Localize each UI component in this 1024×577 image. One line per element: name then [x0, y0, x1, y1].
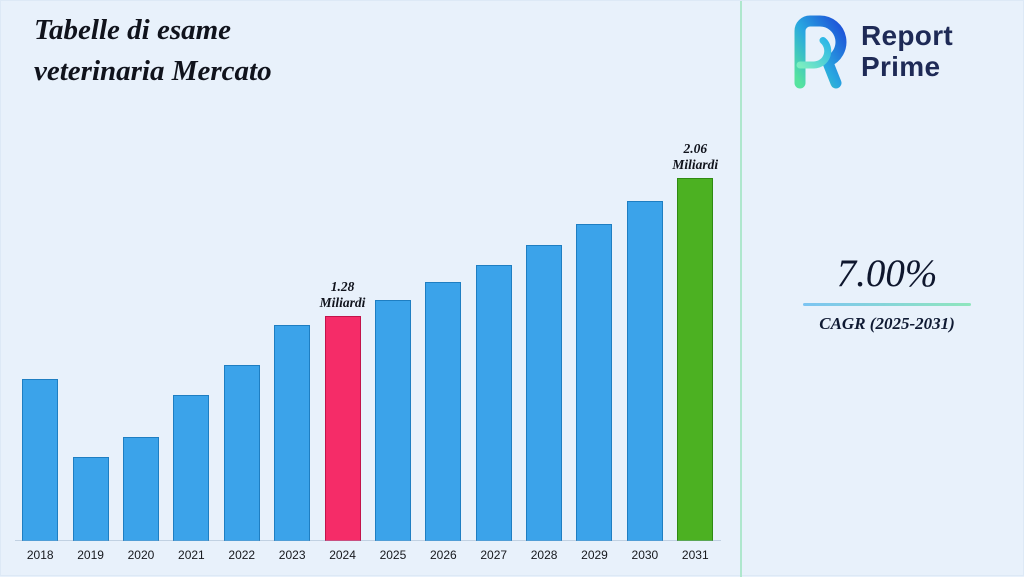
bar-group-2023: 2023 [267, 325, 317, 565]
brand-line1: Report [861, 20, 954, 51]
bar-group-2022: 2022 [217, 365, 267, 565]
bar-2030 [626, 201, 663, 541]
x-axis-label-2031: 2031 [681, 548, 709, 562]
cagr-label: CAGR (2025-2031) [819, 314, 955, 333]
bar-group-2028: 2028 [519, 245, 569, 565]
bar-group-2031: 2.06 Miliardi 2031 [670, 141, 720, 565]
bar-2022 [223, 365, 260, 541]
bar-group-2025: 2025 [368, 300, 418, 565]
x-axis-label-2020: 2020 [127, 548, 155, 562]
x-axis-label-2018: 2018 [26, 548, 54, 562]
bar-value-label-2031: 2.06 Miliardi [672, 141, 719, 172]
bar-group-2024: 1.28 Miliardi 2024 [317, 279, 367, 565]
bar-group-2029: 2029 [569, 224, 619, 565]
cagr-block: 7.00% CAGR (2025-2031) [801, 251, 973, 334]
bar-group-2021: 2021 [166, 395, 216, 565]
report-prime-wordmark: Report Prime [861, 20, 953, 82]
x-axis-label-2023: 2023 [278, 548, 306, 562]
page-title-line1: Tabelle di esame [34, 14, 232, 46]
bar-2018 [22, 379, 59, 541]
bar-2020 [122, 437, 159, 541]
page-title: Tabelle di esame veterinaria Mercato [34, 10, 272, 92]
x-axis-label-2022: 2022 [228, 548, 256, 562]
bar-group-2020: 2020 [116, 437, 166, 565]
report-prime-logo-icon [794, 15, 847, 89]
report-prime-logo: Report Prime [780, 13, 953, 89]
bar-2023 [274, 325, 311, 541]
bar-2021 [173, 395, 210, 541]
bar-group-2026: 2026 [418, 282, 468, 565]
bar-chart: 2018 2019 2020 2021 2022 2023 1.28 Miliardi 2024… [15, 141, 721, 565]
bar-2028 [526, 245, 563, 541]
x-axis-label-2025: 2025 [379, 548, 407, 562]
bar-2029 [576, 224, 613, 541]
cagr-underline [803, 303, 971, 306]
brand-line2: Prime [861, 51, 941, 82]
x-axis-label-2030: 2030 [631, 548, 659, 562]
x-axis-label-2029: 2029 [581, 548, 608, 562]
x-axis-label-2024: 2024 [329, 548, 356, 562]
bar-2026 [425, 282, 462, 541]
bar-group-2027: 2027 [469, 265, 519, 565]
bar-2025 [374, 300, 411, 541]
x-axis-label-2021: 2021 [178, 548, 205, 562]
bar-value-label-2024: 1.28 Miliardi [319, 279, 366, 310]
bar-2024 [324, 316, 361, 541]
x-axis-label-2027: 2027 [480, 548, 508, 562]
x-axis-label-2028: 2028 [530, 548, 558, 562]
vertical-divider [740, 1, 742, 577]
bar-group-2030: 2030 [620, 201, 670, 565]
bar-group-2018: 2018 [15, 379, 65, 565]
page-title-line2: veterinaria Mercato [34, 55, 272, 87]
bar-group-2019: 2019 [65, 457, 115, 565]
x-axis-label-2026: 2026 [429, 548, 457, 562]
bar-2031 [677, 178, 714, 541]
cagr-value: 7.00% [836, 252, 938, 295]
x-axis-label-2019: 2019 [77, 548, 104, 562]
bar-2027 [475, 265, 512, 541]
bar-2019 [72, 457, 109, 541]
